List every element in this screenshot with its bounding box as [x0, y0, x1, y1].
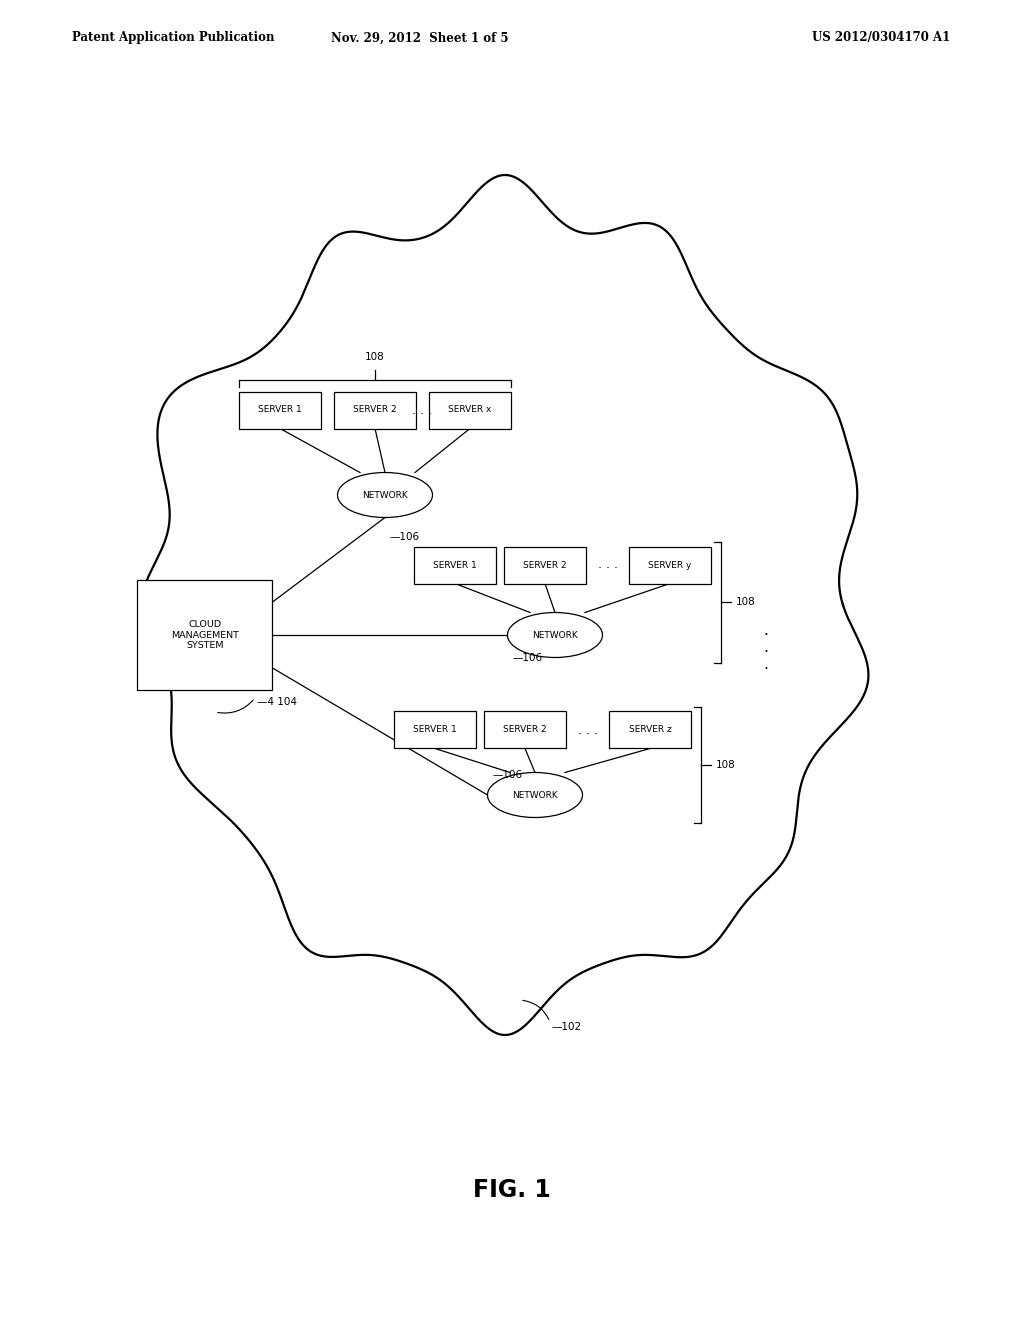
Text: SERVER 2: SERVER 2	[523, 561, 567, 569]
FancyBboxPatch shape	[394, 711, 476, 748]
Text: —102: —102	[552, 1022, 582, 1032]
FancyBboxPatch shape	[629, 546, 711, 583]
Text: SERVER 2: SERVER 2	[353, 405, 397, 414]
Text: SERVER y: SERVER y	[648, 561, 691, 569]
Text: —4 104: —4 104	[257, 697, 297, 708]
Ellipse shape	[508, 612, 602, 657]
Text: SERVER 1: SERVER 1	[413, 726, 457, 734]
Text: NETWORK: NETWORK	[532, 631, 578, 639]
Text: Nov. 29, 2012  Sheet 1 of 5: Nov. 29, 2012 Sheet 1 of 5	[331, 32, 509, 45]
FancyBboxPatch shape	[334, 392, 416, 429]
Text: 108: 108	[716, 759, 736, 770]
FancyBboxPatch shape	[414, 546, 496, 583]
Text: SERVER 1: SERVER 1	[258, 405, 302, 414]
Text: —106: —106	[390, 532, 420, 543]
Text: SERVER 2: SERVER 2	[503, 726, 547, 734]
Text: CLOUD
MANAGEMENT
SYSTEM: CLOUD MANAGEMENT SYSTEM	[171, 620, 239, 649]
FancyBboxPatch shape	[609, 711, 691, 748]
Text: Patent Application Publication: Patent Application Publication	[72, 32, 274, 45]
Text: SERVER 1: SERVER 1	[433, 561, 477, 569]
FancyBboxPatch shape	[429, 392, 511, 429]
Text: . . .: . . .	[413, 404, 432, 417]
Text: 108: 108	[736, 597, 756, 607]
Text: SERVER z: SERVER z	[629, 726, 672, 734]
FancyBboxPatch shape	[504, 546, 586, 583]
Text: NETWORK: NETWORK	[512, 791, 558, 800]
Text: US 2012/0304170 A1: US 2012/0304170 A1	[812, 32, 950, 45]
FancyBboxPatch shape	[137, 579, 272, 690]
FancyBboxPatch shape	[484, 711, 566, 748]
Text: .
.
.: . . .	[764, 623, 768, 672]
Text: FIG. 1: FIG. 1	[473, 1177, 551, 1203]
Text: SERVER x: SERVER x	[449, 405, 492, 414]
FancyBboxPatch shape	[239, 392, 321, 429]
Text: . . .: . . .	[578, 723, 597, 737]
Text: 108: 108	[366, 351, 385, 362]
Ellipse shape	[487, 772, 583, 817]
Text: —106: —106	[512, 653, 543, 663]
Text: —106: —106	[493, 770, 522, 780]
Text: . . .: . . .	[597, 558, 617, 572]
Text: NETWORK: NETWORK	[362, 491, 408, 499]
Ellipse shape	[338, 473, 432, 517]
